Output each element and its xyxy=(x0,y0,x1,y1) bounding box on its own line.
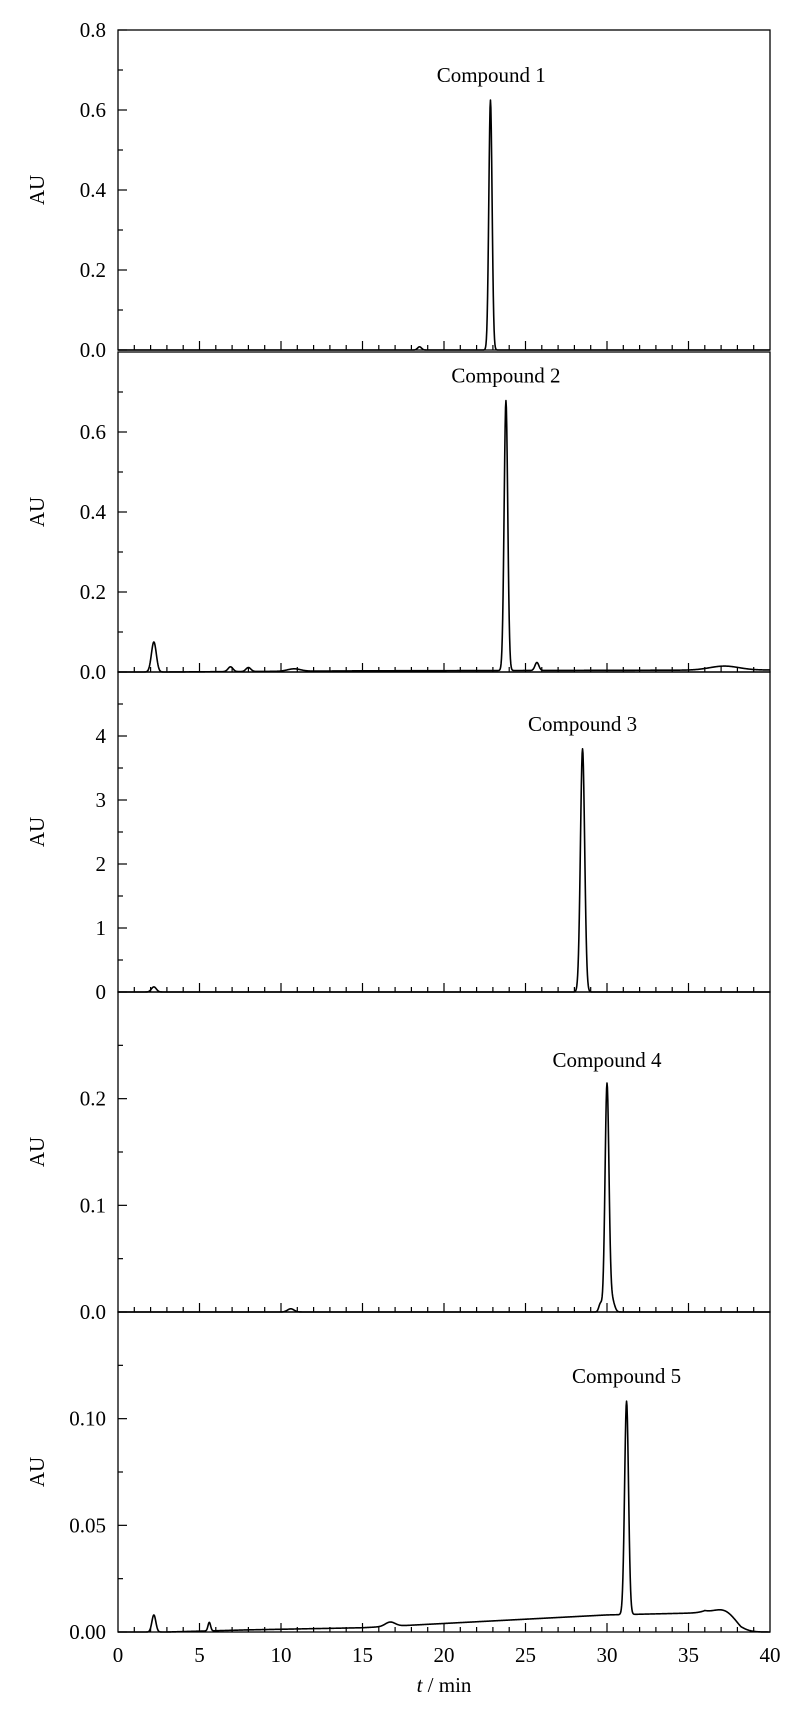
panel-3: 0 1 2 3 4 AU Compound 3 xyxy=(25,671,771,1004)
y-tick-label: 0.2 xyxy=(80,258,106,282)
y-tick-label: 1 xyxy=(96,916,107,940)
x-tick-label: 15 xyxy=(352,1643,373,1667)
chromatogram-trace xyxy=(117,399,771,673)
y-axis-label: AU xyxy=(25,497,49,527)
y-axis-label: AU xyxy=(25,1457,49,1487)
panel-5: 0.00 0.05 0.10 AU Compound 5 xyxy=(25,1311,771,1644)
x-tick-label: 40 xyxy=(760,1643,781,1667)
chromatogram-trace xyxy=(117,1082,771,1313)
y-tick-label: 4 xyxy=(96,724,107,748)
x-tick-label: 30 xyxy=(597,1643,618,1667)
y-tick-label: 0.2 xyxy=(80,1087,106,1111)
y-tick-label: 0.4 xyxy=(80,178,107,202)
x-tick-label: 20 xyxy=(434,1643,455,1667)
x-tick-label: 35 xyxy=(678,1643,699,1667)
y-tick-label: 0.6 xyxy=(80,98,106,122)
peak-annotation: Compound 1 xyxy=(437,63,546,87)
peak-annotation: Compound 4 xyxy=(552,1048,662,1072)
y-tick-label: 0.6 xyxy=(80,420,106,444)
peak-annotation: Compound 5 xyxy=(572,1364,681,1388)
plot-frame xyxy=(117,1311,771,1633)
plot-frame xyxy=(117,671,771,993)
x-tick-label: 5 xyxy=(194,1643,205,1667)
chromatogram-trace xyxy=(117,748,771,993)
y-tick-label: 0.0 xyxy=(80,1300,106,1324)
y-tick-label: 2 xyxy=(96,852,107,876)
y-axis-label: AU xyxy=(25,1137,49,1167)
x-tick-label: 0 xyxy=(113,1643,124,1667)
y-axis-label: AU xyxy=(25,175,49,205)
y-tick-label: 0.4 xyxy=(80,500,107,524)
y-tick-label: 0.0 xyxy=(80,660,106,684)
y-tick-label: 3 xyxy=(96,788,107,812)
x-axis: 0 5 10 15 20 25 30 35 40 t / min xyxy=(113,1643,781,1697)
plot-frame xyxy=(117,991,771,1313)
chromatogram-trace xyxy=(117,99,771,351)
peak-annotation: Compound 3 xyxy=(528,712,637,736)
y-tick-label: 0.2 xyxy=(80,580,106,604)
y-tick-label: 0.05 xyxy=(69,1513,106,1537)
y-tick-label: 0.0 xyxy=(80,338,106,362)
y-tick-label: 0.8 xyxy=(80,18,106,42)
y-tick-label: 0.10 xyxy=(69,1407,106,1431)
panel-1: 0.0 0.2 0.4 0.6 0.8 AU Compound 1 xyxy=(25,18,771,362)
chromatogram-panels: 0.0 0.2 0.4 0.6 0.8 AU Compound 1 0.0 0.2 0.4 0.6 A… xyxy=(25,18,771,1644)
chromatogram-trace xyxy=(117,1400,771,1633)
panel-4: 0.0 0.1 0.2 AU Compound 4 xyxy=(25,991,771,1324)
y-tick-label: 0 xyxy=(96,980,107,1004)
plot-frame xyxy=(117,351,771,673)
y-tick-label: 0.1 xyxy=(80,1193,106,1217)
panel-2: 0.0 0.2 0.4 0.6 AU Compound 2 xyxy=(25,351,771,684)
peak-annotation: Compound 2 xyxy=(451,364,560,388)
x-tick-label: 25 xyxy=(515,1643,536,1667)
x-tick-label: 10 xyxy=(271,1643,292,1667)
x-axis-label: t / min xyxy=(417,1673,472,1697)
y-tick-label: 0.00 xyxy=(69,1620,106,1644)
y-axis-label: AU xyxy=(25,817,49,847)
